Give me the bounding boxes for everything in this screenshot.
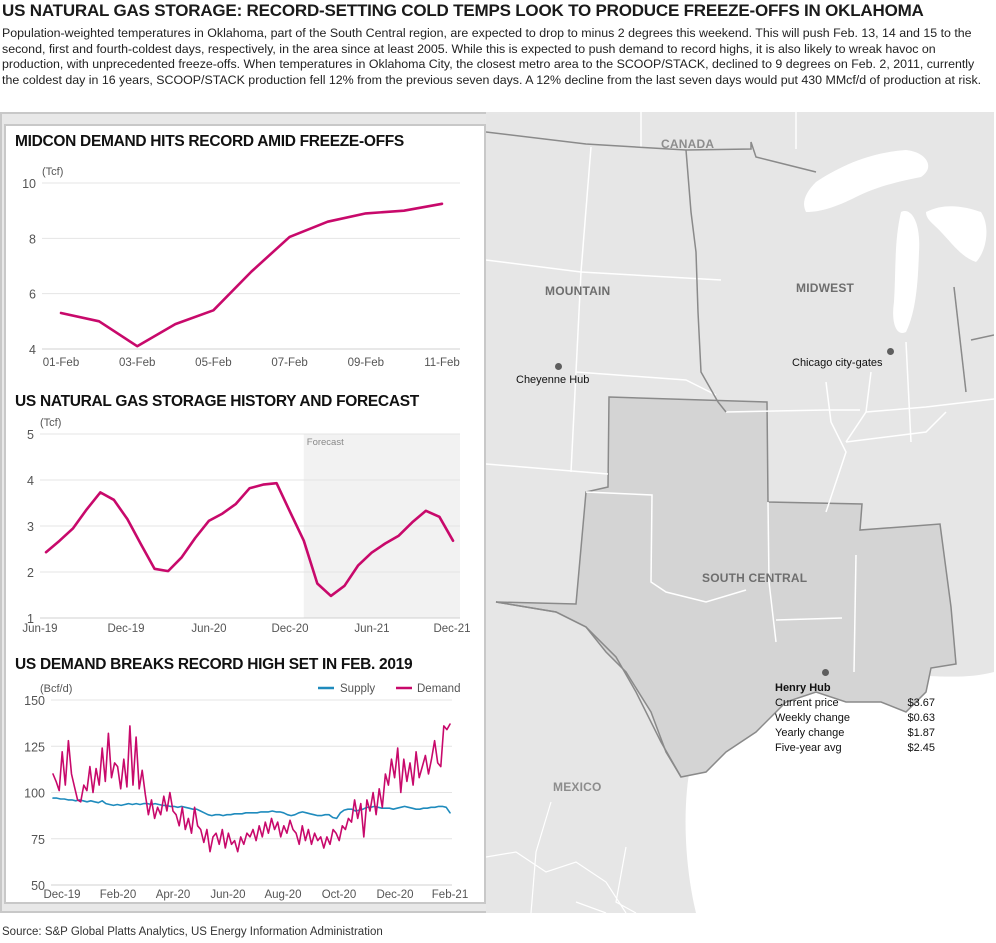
stat-row: Weekly change $0.63 <box>775 711 935 726</box>
chart2-title: US NATURAL GAS STORAGE HISTORY AND FOREC… <box>15 393 419 410</box>
stat-label: Current price <box>775 697 839 709</box>
y-tick-label: 150 <box>24 694 45 708</box>
series-line-supply <box>52 797 451 820</box>
y-tick-label: 4 <box>27 474 34 488</box>
intro-paragraph: Population-weighted temperatures in Okla… <box>2 26 982 87</box>
x-tick-label: 05-Feb <box>195 357 231 369</box>
y-tick-label: 4 <box>29 343 36 357</box>
lake-superior <box>804 150 929 212</box>
x-tick-label: Dec-19 <box>43 889 80 901</box>
y-tick-label: 50 <box>31 879 45 893</box>
lake-michigan <box>893 211 920 333</box>
stat-label: Five-year avg <box>775 742 842 754</box>
stat-value: $0.63 <box>907 712 935 724</box>
map-label-south-central: SOUTH CENTRAL <box>702 571 808 585</box>
x-tick-label: 09-Feb <box>348 357 384 369</box>
legend-label-demand: Demand <box>417 683 460 695</box>
x-tick-label: Dec-20 <box>376 889 413 901</box>
y-tick-label: 2 <box>27 566 34 580</box>
country-borders <box>486 131 994 778</box>
x-tick-label: Jun-20 <box>210 889 245 901</box>
x-tick-label: Oct-20 <box>322 889 357 901</box>
legend-label-supply: Supply <box>340 683 375 695</box>
y-axis-unit: (Bcf/d) <box>40 683 72 695</box>
cheyenne-hub-marker <box>555 363 562 370</box>
y-axis-unit: (Tcf) <box>40 418 61 429</box>
chicago-label: Chicago city-gates <box>792 357 883 369</box>
y-tick-label: 8 <box>29 232 36 246</box>
stat-label: Yearly change <box>775 727 845 739</box>
series-line-storage <box>44 481 455 598</box>
map-label-mountain: MOUNTAIN <box>545 284 611 298</box>
x-tick-label: Feb-21 <box>432 889 468 901</box>
us-map <box>486 112 994 913</box>
stat-row: Yearly change $1.87 <box>775 726 935 741</box>
y-tick-label: 75 <box>31 833 45 847</box>
x-tick-label: 03-Feb <box>119 357 155 369</box>
y-axis-unit: (Tcf) <box>42 166 63 178</box>
y-tick-label: 125 <box>24 740 45 754</box>
y-tick-label: 10 <box>22 177 36 191</box>
x-tick-label: Feb-20 <box>100 889 136 901</box>
stat-value: $3.67 <box>907 697 935 709</box>
source-note: Source: S&P Global Platts Analytics, US … <box>2 926 383 938</box>
henry-hub-marker <box>822 669 829 676</box>
x-tick-label: Jun-21 <box>354 623 389 635</box>
series-line-demand <box>52 723 451 853</box>
stat-label: Weekly change <box>775 712 851 724</box>
forecast-annotation: Forecast <box>307 437 344 448</box>
stat-value: $2.45 <box>907 742 935 754</box>
x-tick-label: Jun-19 <box>22 623 57 635</box>
us-demand-supply-chart: (Bcf/d) 50 75 100 125 150 Dec-19 Feb-20 Apr-20 Ju… <box>24 683 468 901</box>
y-tick-label: 5 <box>27 428 34 442</box>
lake-huron <box>926 206 987 262</box>
gulf-of-mexico <box>685 672 994 913</box>
chart1-title: MIDCON DEMAND HITS RECORD AMID FREEZE-OF… <box>15 133 404 150</box>
x-tick-label: Aug-20 <box>264 889 301 901</box>
x-tick-label: Dec-20 <box>271 623 308 635</box>
y-tick-label: 3 <box>27 520 34 534</box>
state-borders <box>486 112 994 673</box>
stat-row: Current price $3.67 <box>775 696 935 711</box>
y-tick-label: 1 <box>27 612 34 626</box>
y-tick-label: 100 <box>24 787 45 801</box>
chicago-marker <box>887 348 894 355</box>
map-label-canada: CANADA <box>661 137 715 151</box>
midcon-demand-chart: (Tcf) 4 6 8 10 01-Feb 03-Feb 05-Feb 07-Feb 09-Feb… <box>22 166 460 369</box>
page-headline: US NATURAL GAS STORAGE: RECORD-SETTING C… <box>2 1 924 20</box>
map-label-midwest: MIDWEST <box>796 281 855 295</box>
x-tick-label: Apr-20 <box>156 889 191 901</box>
y-tick-label: 6 <box>29 288 36 302</box>
storage-history-chart: (Tcf) Forecast 1 2 3 4 5 Jun-19 Dec-19 Jun-20 Dec-… <box>22 418 470 635</box>
x-tick-label: 01-Feb <box>43 357 79 369</box>
henry-hub-title: Henry Hub <box>775 682 831 694</box>
chart3-title: US DEMAND BREAKS RECORD HIGH SET IN FEB.… <box>15 656 413 673</box>
mexico-state-borders <box>486 801 637 913</box>
stat-value: $1.87 <box>907 727 935 739</box>
x-tick-label: Dec-19 <box>107 623 144 635</box>
cheyenne-hub-label: Cheyenne Hub <box>516 374 590 386</box>
henry-hub-stats: Henry Hub Current price $3.67 Weekly chan… <box>775 681 935 756</box>
map-label-mexico: MEXICO <box>553 780 602 794</box>
stat-row: Five-year avg $2.45 <box>775 741 935 756</box>
x-tick-label: 07-Feb <box>271 357 307 369</box>
x-tick-label: Jun-20 <box>191 623 226 635</box>
x-tick-label: 11-Feb <box>424 357 460 369</box>
series-line-demand <box>59 202 444 348</box>
x-tick-label: Dec-21 <box>433 623 470 635</box>
